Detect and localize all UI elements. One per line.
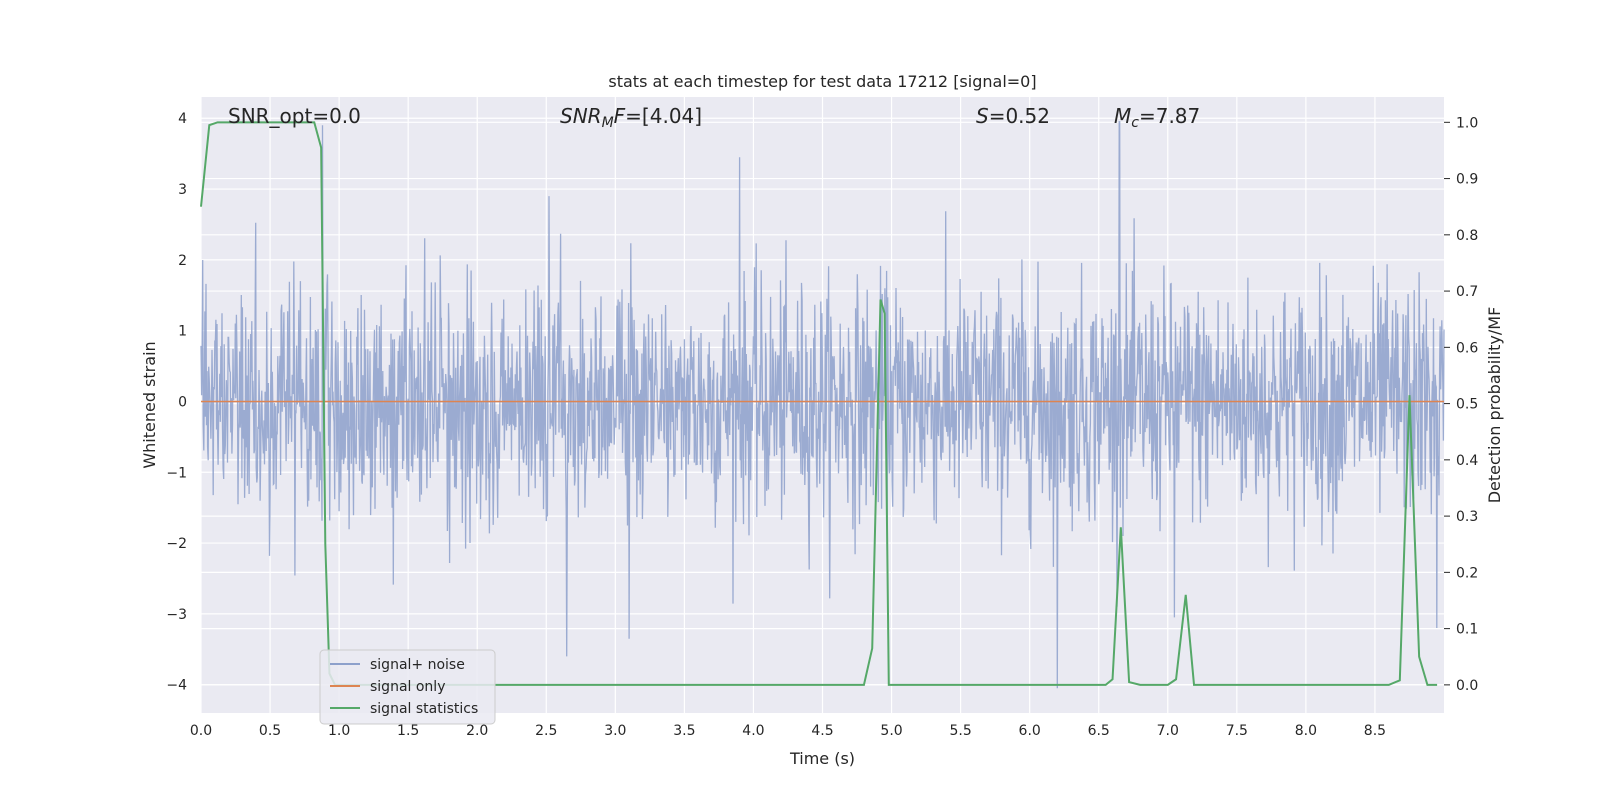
legend: signal+ noise signal only signal statist…	[319, 649, 496, 725]
y-tick-label: 3	[178, 182, 187, 198]
x-tick-label: 3.5	[673, 723, 695, 739]
annotation-mc-sub: c	[1131, 115, 1139, 131]
x-tick-label: 4.5	[811, 723, 833, 739]
x-axis-ticks: 0.0 0.5 1.0 1.5 2.0 2.5 3.0 3.5 4.0 4.5 5.0 5.5 6.0 6…	[190, 723, 1386, 739]
annotation-s: S=0.52	[976, 104, 1050, 128]
annotation-mc: Mc=7.87	[1114, 104, 1200, 131]
x-tick-label: 1.5	[397, 723, 419, 739]
y-tick-label: −2	[166, 536, 187, 552]
x-tick-label: 1.0	[328, 723, 350, 739]
y-right-tick-label: 0.1	[1456, 622, 1478, 638]
x-tick-label: 7.5	[1226, 723, 1248, 739]
y-tick-label: 1	[178, 324, 187, 340]
legend-frame	[319, 649, 496, 725]
x-tick-label: 6.5	[1088, 723, 1110, 739]
x-tick-label: 3.0	[604, 723, 626, 739]
y-axis-label: Whitened strain	[140, 341, 159, 468]
annotation-snr-mf-sub: M	[602, 115, 614, 131]
legend-label-signal-only: signal only	[370, 679, 445, 695]
y-right-tick-label: 0.8	[1456, 228, 1478, 244]
y-axis-label-right: Detection probability/MF	[1485, 307, 1504, 504]
y-right-tick-label: 0.5	[1456, 397, 1478, 413]
y-tick-label: −4	[166, 678, 187, 694]
chart-title: stats at each timestep for test data 172…	[608, 72, 1036, 91]
y-right-tick-label: 0.7	[1456, 284, 1478, 300]
y-right-tick-label: 0.6	[1456, 340, 1478, 356]
y-right-tick-label: 0.4	[1456, 453, 1478, 469]
y-tick-label: −1	[166, 465, 187, 481]
legend-label-signal-noise: signal+ noise	[370, 657, 465, 673]
x-tick-label: 7.0	[1157, 723, 1179, 739]
y-tick-label: −3	[166, 607, 187, 623]
legend-label-signal-statistics: signal statistics	[370, 701, 478, 717]
series-signal-statistics	[200, 121, 1438, 686]
x-tick-label: 5.5	[949, 723, 971, 739]
y-right-tick-label: 0.3	[1456, 509, 1478, 525]
annotation-s-main: S	[976, 104, 989, 128]
annotation-snr-mf-value: =[4.04]	[625, 104, 702, 128]
annotation-mc-value: =7.87	[1139, 104, 1200, 128]
x-tick-label: 5.0	[880, 723, 902, 739]
x-tick-label: 4.0	[742, 723, 764, 739]
y-right-tick-label: 0.0	[1456, 678, 1478, 694]
statistics-line	[200, 121, 1438, 686]
y-tick-label: 0	[178, 394, 187, 410]
annotation-snr-opt: SNR_opt=0.0	[228, 104, 361, 128]
x-axis-label: Time (s)	[789, 749, 855, 768]
y-right-tick-label: 1.0	[1456, 115, 1478, 131]
y-tick-label: 4	[178, 111, 187, 127]
annotation-snr-mf: SNRMF=[4.04]	[560, 104, 702, 131]
y-axis-ticks-left: 4 3 2 1 0 −1 −2 −3 −4	[166, 111, 187, 693]
annotations: SNR_opt=0.0 SNRMF=[4.04] S=0.52 Mc=7.87	[228, 104, 1200, 131]
x-tick-label: 2.0	[466, 723, 488, 739]
x-tick-label: 0.0	[190, 723, 212, 739]
y-right-tick-label: 0.2	[1456, 565, 1478, 581]
y-right-tick-label: 0.9	[1456, 172, 1478, 188]
x-tick-label: 2.5	[535, 723, 557, 739]
annotation-snr-mf-rest: F	[614, 104, 626, 128]
noise-trace	[200, 121, 1445, 689]
x-tick-label: 6.0	[1019, 723, 1041, 739]
series-signal-noise	[200, 121, 1445, 689]
x-tick-label: 0.5	[259, 723, 281, 739]
annotation-snr-mf-main: SNR	[560, 104, 602, 128]
annotation-mc-main: M	[1114, 104, 1131, 128]
y-tick-label: 2	[178, 253, 187, 269]
x-tick-label: 8.5	[1364, 723, 1386, 739]
annotation-s-value: =0.52	[989, 104, 1050, 128]
x-tick-label: 8.0	[1295, 723, 1317, 739]
y-axis-ticks-right: 1.0 0.9 0.8 0.7 0.6 0.5 0.4 0.3 0.2 0.1 0.0	[1444, 115, 1478, 694]
